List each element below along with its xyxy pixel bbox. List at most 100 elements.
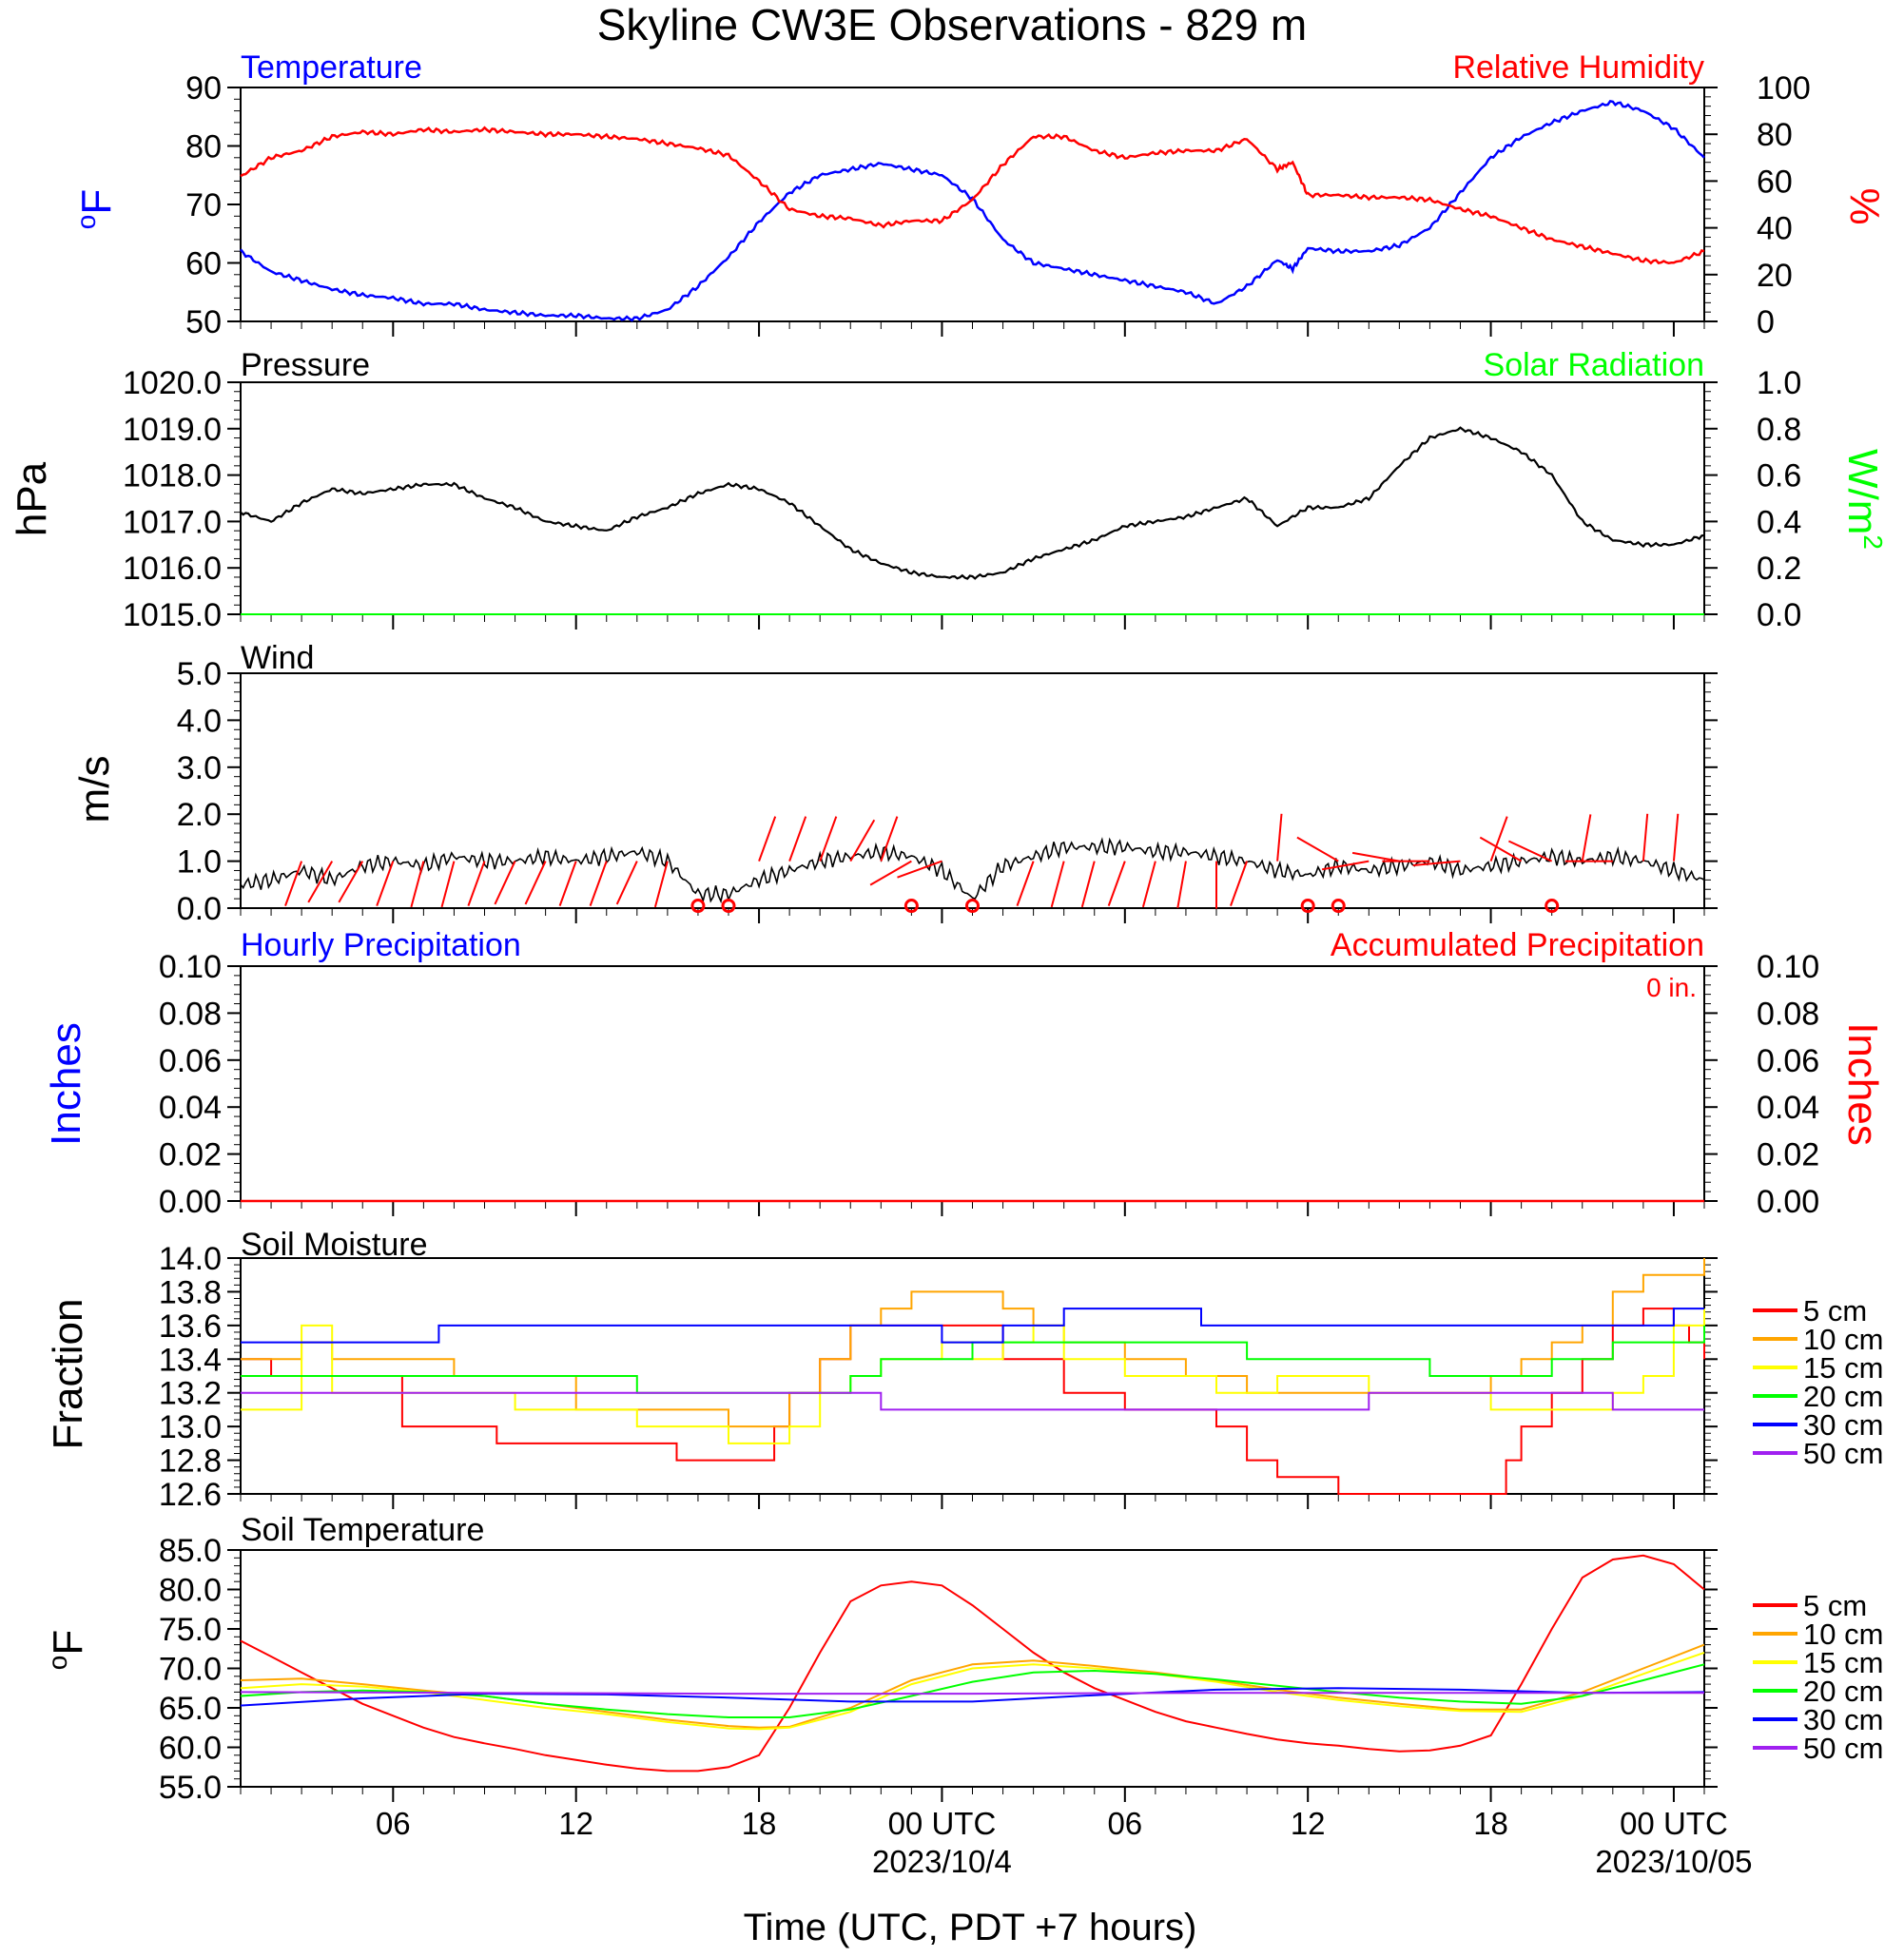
y-tick-label-left: 13.6	[159, 1308, 222, 1345]
wind-barb	[1642, 813, 1649, 862]
x-date-label: 2023/10/4	[872, 1844, 1012, 1879]
y-tick-label-left: 50	[185, 304, 222, 340]
y-tick-label-left: 55.0	[159, 1770, 222, 1806]
y-tick-label-left: 70	[185, 187, 222, 223]
accum-precip-total: 0 in.	[1646, 973, 1697, 1002]
y-tick-label-left: 1020.0	[123, 365, 222, 401]
y-tick-label-left: 0.02	[159, 1137, 222, 1173]
wind-barb	[338, 861, 364, 903]
x-tick-label: 18	[1473, 1806, 1508, 1841]
degree-sign: o	[71, 215, 101, 230]
legend-label: 15 cm	[1803, 1351, 1883, 1385]
panel-temperature-humidity: Temperature Relative Humidity oF % 50 60 7…	[71, 49, 1888, 340]
y-tick-label-right: 0.8	[1757, 412, 1801, 448]
wind-barb	[1351, 851, 1400, 862]
soil_20-line	[240, 1663, 1705, 1718]
y-tick-label-right: 20	[1757, 258, 1793, 294]
x-tick-label: 18	[742, 1806, 777, 1841]
temperature-title: Temperature	[241, 49, 422, 86]
x-tick-label: 12	[1291, 1806, 1326, 1841]
panel-wind: Wind m/s 0.0 1.0 2.0 3.0 4.0 5.0	[71, 640, 1718, 927]
x-tick-label: 00 UTC	[1620, 1806, 1728, 1841]
y-tick-label-left: 14.0	[159, 1241, 222, 1277]
humidity-axis-label: %	[1841, 187, 1888, 224]
plot-frame	[240, 672, 1705, 909]
wind-barb	[788, 816, 807, 862]
wind-barb	[615, 861, 638, 905]
accum-precip-axis-label: Inches	[1839, 1022, 1886, 1146]
y-tick-label-left: 1016.0	[123, 551, 222, 587]
fahrenheit-unit: F	[45, 1630, 91, 1656]
y-tick-label-left: 3.0	[177, 750, 222, 786]
wind-barb	[440, 861, 456, 908]
wind-barb	[1230, 861, 1249, 906]
wind-barb	[284, 861, 303, 906]
soil-temperature-axis-label: oF	[43, 1630, 91, 1670]
x-tick-label: 06	[1107, 1806, 1142, 1841]
x-axis-label: Time (UTC, PDT +7 hours)	[744, 1907, 1197, 1948]
superscript-2: 2	[1858, 534, 1888, 550]
y-tick-label-left: 75.0	[159, 1612, 222, 1648]
solar-axis-label: W/m2	[1839, 449, 1888, 550]
wind-barb	[897, 860, 942, 879]
panel-pressure-solar: Pressure Solar Radiation hPa W/m2 1015.0…	[9, 347, 1888, 633]
soil_50-line	[240, 1691, 1704, 1695]
x-tick-label: 12	[558, 1806, 593, 1841]
calm-wind-marker	[1331, 899, 1346, 914]
y-tick-label-right: 0.06	[1757, 1043, 1819, 1079]
wind-barb	[589, 861, 608, 906]
wind-barb	[869, 860, 912, 886]
fahrenheit-unit: F	[73, 189, 120, 215]
soil_5-line	[241, 1308, 1705, 1495]
soil-temperature-title: Soil Temperature	[241, 1512, 484, 1548]
wind-barb	[1489, 816, 1508, 862]
pressure-title: Pressure	[241, 347, 370, 383]
panel-soil-moisture: Soil Moisture Fraction 12.612.813.013.21…	[45, 1227, 1883, 1513]
y-tick-label-left: 1019.0	[123, 412, 222, 448]
wind-barb	[1107, 861, 1126, 906]
y-tick-label-right: 0.08	[1757, 996, 1819, 1032]
y-tick-label-left: 4.0	[177, 703, 222, 739]
y-tick-label-left: 85.0	[159, 1533, 222, 1569]
legend-label: 10 cm	[1803, 1323, 1883, 1356]
soil_30-line	[241, 1308, 1704, 1344]
wind-barb	[1672, 813, 1680, 862]
humidity-title: Relative Humidity	[1452, 49, 1704, 86]
wind-barb	[849, 819, 876, 862]
calm-wind-marker	[1300, 899, 1315, 914]
legend-label: 5 cm	[1803, 1294, 1867, 1327]
soil_10-line	[240, 1643, 1705, 1729]
x-date-label: 2023/10/05	[1595, 1844, 1752, 1879]
y-tick-label-right: 0.4	[1757, 504, 1801, 540]
wind-barb	[494, 861, 516, 905]
wind-barb	[653, 861, 669, 908]
y-tick-label-left: 13.4	[159, 1342, 222, 1378]
humidity-line	[240, 126, 1705, 265]
soil_20-line	[241, 1325, 1705, 1394]
pressure-axis-label: hPa	[9, 461, 55, 536]
legend-label: 30 cm	[1803, 1703, 1883, 1736]
temperature-axis-label: oF	[71, 189, 120, 229]
wind-barb	[1050, 861, 1065, 908]
legend-label: 20 cm	[1803, 1675, 1883, 1708]
wind-barb	[1141, 861, 1156, 908]
plot-frame	[240, 965, 1705, 1202]
wind-barb	[1479, 836, 1523, 862]
y-tick-label-left: 1.0	[177, 844, 222, 881]
y-tick-label-right: 0.6	[1757, 458, 1801, 494]
wind-barb	[758, 816, 777, 862]
y-tick-label-left: 80.0	[159, 1573, 222, 1609]
wind-barb	[819, 816, 838, 862]
y-tick-label-right: 60	[1757, 164, 1793, 200]
legend-label: 20 cm	[1803, 1380, 1883, 1413]
soil_5-line	[240, 1554, 1705, 1773]
wind-barb	[410, 861, 425, 908]
soil-moisture-title: Soil Moisture	[241, 1227, 428, 1263]
wind-barb	[1321, 860, 1370, 871]
x-tick-label: 00 UTC	[888, 1806, 997, 1841]
figure-title: Skyline CW3E Observations - 829 m	[597, 0, 1308, 49]
y-tick-label-left: 90	[185, 70, 222, 107]
legend-label: 10 cm	[1803, 1618, 1883, 1651]
soil-moisture-axis-label: Fraction	[45, 1299, 91, 1450]
